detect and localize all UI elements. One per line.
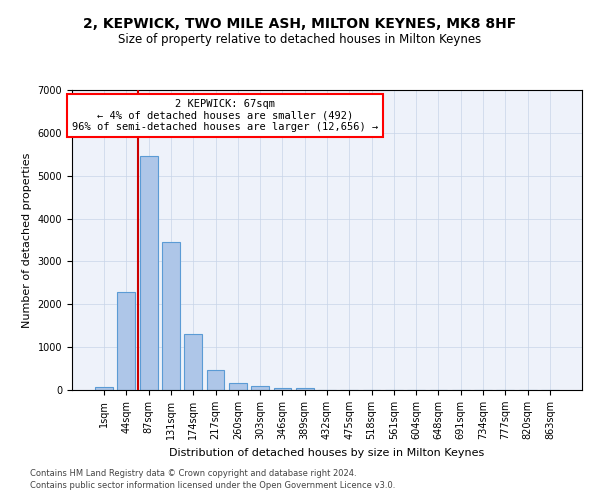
Bar: [296, 388, 314, 390]
Text: Contains HM Land Registry data © Crown copyright and database right 2024.: Contains HM Land Registry data © Crown c…: [30, 468, 356, 477]
Bar: [274, 388, 292, 390]
Text: Contains public sector information licensed under the Open Government Licence v3: Contains public sector information licen…: [30, 481, 395, 490]
Bar: [140, 156, 158, 390]
Bar: [118, 292, 136, 390]
Text: 2, KEPWICK, TWO MILE ASH, MILTON KEYNES, MK8 8HF: 2, KEPWICK, TWO MILE ASH, MILTON KEYNES,…: [83, 18, 517, 32]
Bar: [229, 384, 247, 390]
Bar: [206, 370, 224, 390]
Text: 2 KEPWICK: 67sqm
← 4% of detached houses are smaller (492)
96% of semi-detached : 2 KEPWICK: 67sqm ← 4% of detached houses…: [72, 99, 378, 132]
Bar: [162, 242, 180, 390]
Bar: [184, 334, 202, 390]
Y-axis label: Number of detached properties: Number of detached properties: [22, 152, 32, 328]
Text: Size of property relative to detached houses in Milton Keynes: Size of property relative to detached ho…: [118, 32, 482, 46]
Bar: [251, 386, 269, 390]
X-axis label: Distribution of detached houses by size in Milton Keynes: Distribution of detached houses by size …: [169, 448, 485, 458]
Bar: [95, 387, 113, 390]
